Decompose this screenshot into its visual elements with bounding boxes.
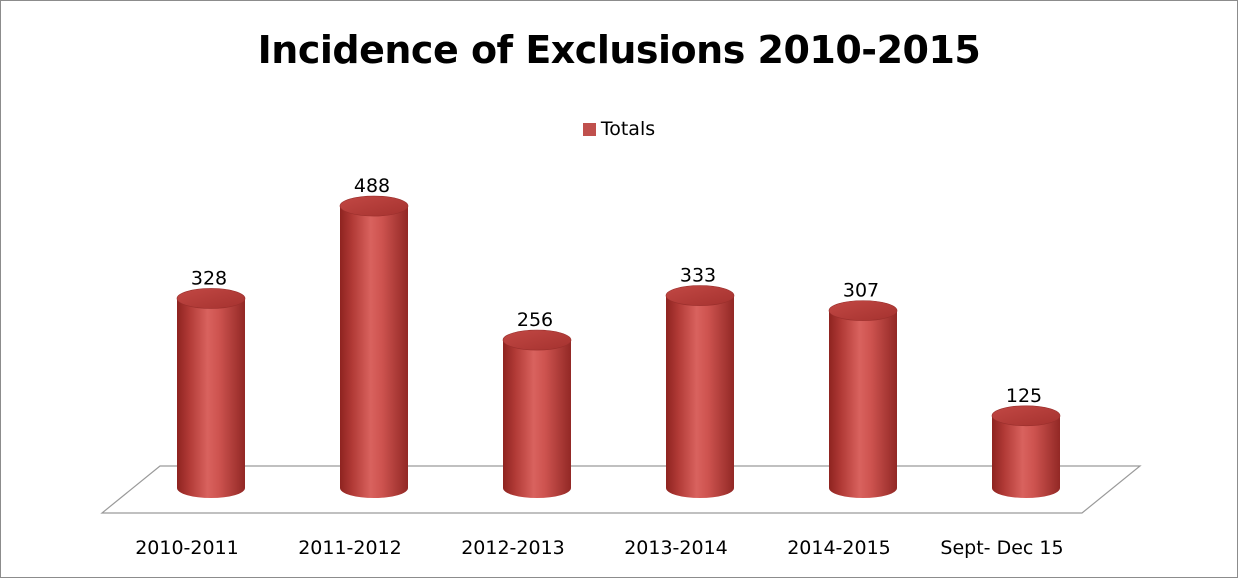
bar-cap (176, 288, 246, 309)
chart-floor (100, 465, 1142, 514)
bar (665, 285, 735, 498)
data-label: 333 (680, 265, 716, 287)
bar-body (340, 206, 408, 498)
data-label: 488 (354, 175, 390, 197)
bar-body (992, 415, 1060, 498)
bar (176, 288, 246, 498)
data-label: 328 (191, 267, 227, 289)
x-tick-label: 2011-2012 (298, 537, 402, 559)
bar-body (177, 298, 245, 498)
data-label: 307 (843, 280, 879, 302)
data-label: 125 (1006, 385, 1042, 407)
x-tick-label: Sept- Dec 15 (940, 537, 1063, 559)
bar-body (503, 340, 571, 498)
bar (828, 300, 898, 498)
chart-title: Incidence of Exclusions 2010-2015 (257, 28, 981, 72)
legend-swatch (582, 123, 596, 136)
x-tick-label: 2012-2013 (461, 537, 565, 559)
bar-cap (665, 285, 735, 306)
legend: Totals (0, 118, 1238, 140)
bar-cap (991, 405, 1061, 427)
data-label: 256 (517, 309, 553, 331)
x-tick-label: 2010-2011 (135, 537, 239, 559)
bar-body (829, 310, 897, 498)
bar (991, 405, 1061, 498)
x-tick-label: 2014-2015 (787, 537, 891, 559)
bar-cap (828, 300, 898, 321)
bar-cap (502, 329, 572, 351)
bar (339, 195, 409, 498)
x-tick-label: 2013-2014 (624, 537, 728, 559)
bar-cap (339, 195, 409, 217)
legend-label: Totals (600, 118, 656, 140)
bar-body (666, 295, 734, 498)
bar (502, 329, 572, 498)
